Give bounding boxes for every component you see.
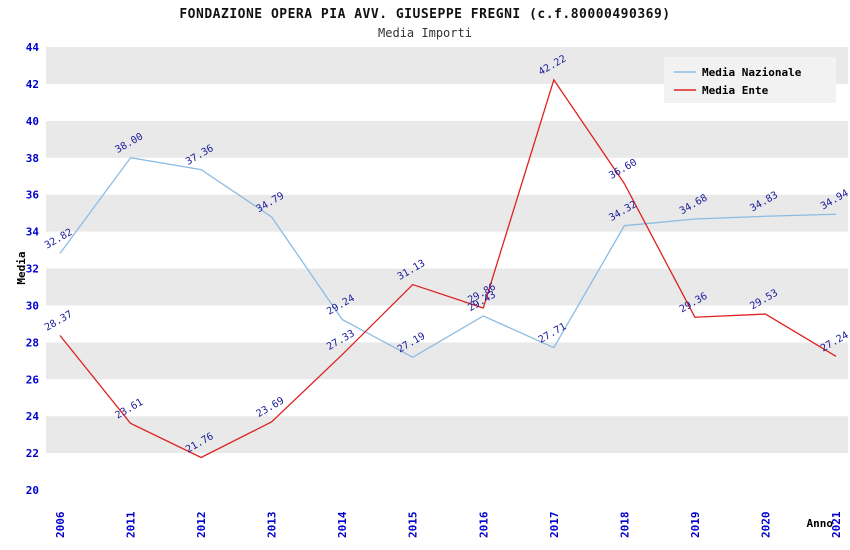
grid-band [46, 194, 848, 232]
y-tick-label: 22 [26, 447, 39, 460]
x-tick-label: 2012 [195, 512, 208, 539]
x-tick-label: 2011 [125, 511, 138, 538]
series-lines [59, 78, 837, 459]
legend: Media Nazionale Media Ente [664, 57, 836, 103]
grid-band [46, 416, 848, 454]
series-line-media-nazionale [59, 157, 837, 359]
x-tick-label: 2014 [336, 511, 349, 538]
x-tick-label: 2006 [54, 511, 67, 538]
y-tick-label: 38 [26, 152, 39, 165]
y-tick-label: 20 [26, 484, 39, 497]
legend-box [664, 57, 836, 103]
y-tick-label: 42 [26, 78, 39, 91]
y-tick-label: 24 [26, 410, 40, 423]
chart-title: FONDAZIONE OPERA PIA AVV. GIUSEPPE FREGN… [179, 7, 671, 22]
x-tick-label: 2018 [618, 512, 631, 539]
y-tick-label: 30 [26, 299, 39, 312]
grid-band [46, 157, 848, 195]
y-tick-label: 40 [26, 115, 39, 128]
x-tick-label: 2021 [830, 511, 843, 538]
grid-band [46, 231, 848, 269]
x-tick-label: 2017 [548, 512, 561, 539]
y-tick-label: 36 [26, 189, 40, 202]
grid-band [46, 453, 848, 490]
y-tick-label: 28 [26, 336, 39, 349]
plot-background-bands [46, 47, 848, 490]
y-tick-label: 34 [26, 226, 40, 239]
x-tick-label: 2019 [689, 512, 702, 539]
x-tick-label: 2013 [266, 512, 279, 539]
x-tick-label: 2020 [759, 512, 772, 539]
legend-label: Media Nazionale [702, 66, 802, 79]
y-tick-label: 26 [26, 373, 40, 386]
chart-subtitle: Media Importi [378, 26, 472, 40]
y-axis-label: Media [15, 251, 28, 284]
grid-band [46, 379, 848, 417]
y-tick-label: 44 [26, 41, 40, 54]
legend-label: Media Ente [702, 84, 769, 97]
series-line-media-ente [59, 78, 837, 459]
axis-tick-labels: 20 22 24 26 28 30 32 34 36 38 40 42 44 2006 2011 2012 20… [26, 41, 843, 538]
grid-band [46, 268, 848, 306]
x-tick-label: 2015 [407, 512, 420, 539]
x-axis-label: Anno [807, 517, 834, 530]
x-tick-label: 2016 [477, 511, 490, 538]
grid-band [46, 120, 848, 158]
grid-band [46, 305, 848, 343]
y-tick-label: 32 [26, 263, 39, 276]
grid-band [46, 342, 848, 380]
